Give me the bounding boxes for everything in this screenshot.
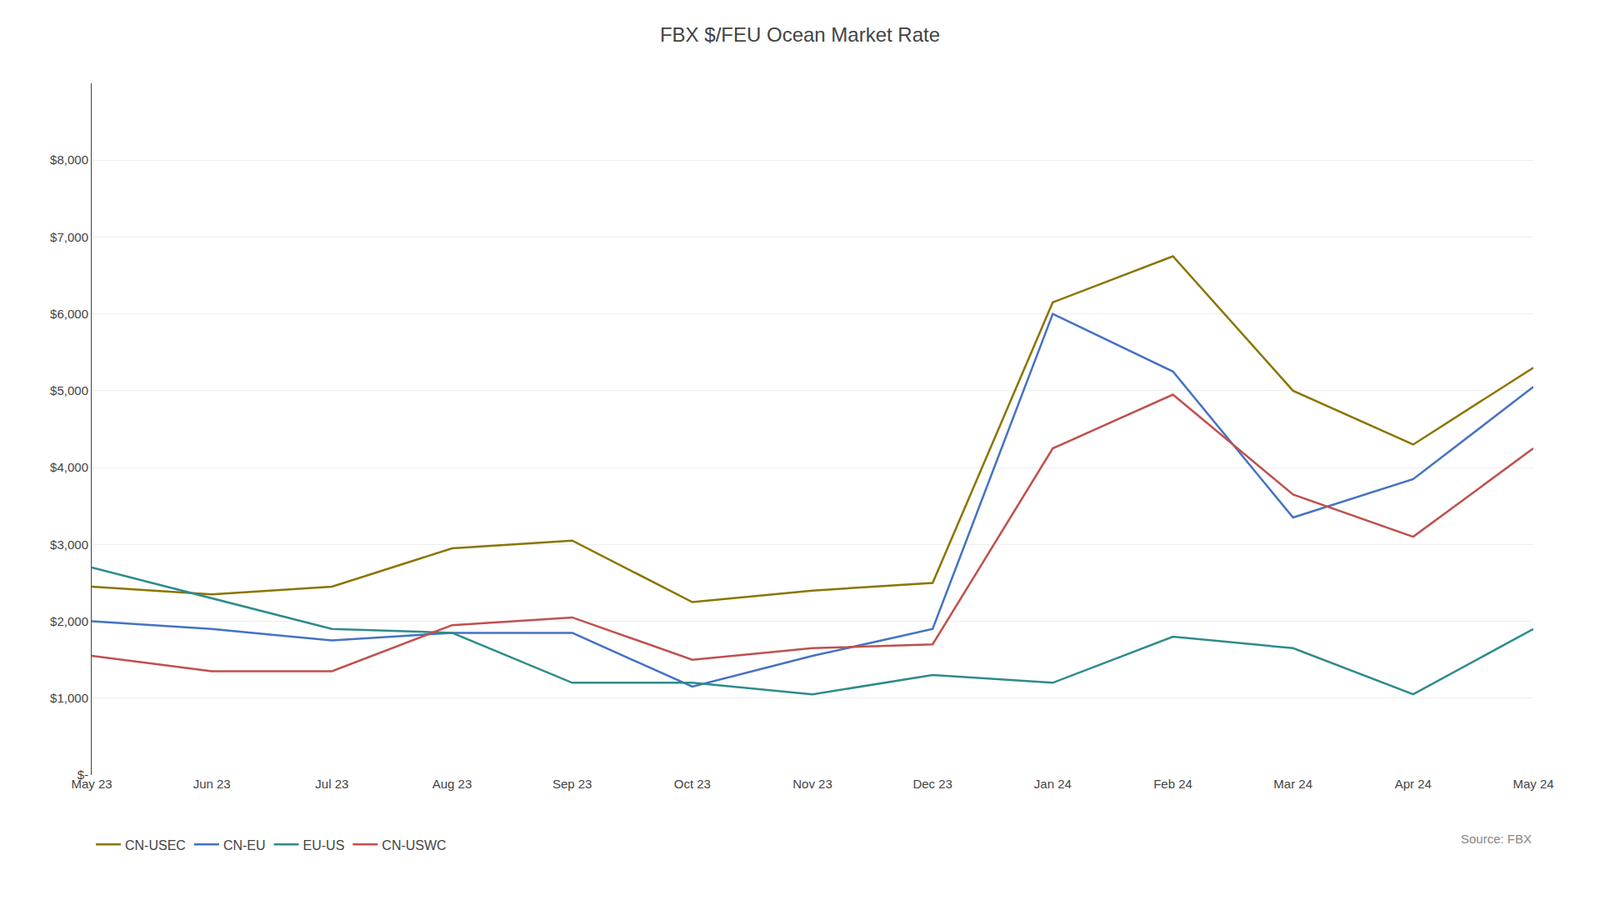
svg-text:$8,000: $8,000 [50,152,89,167]
svg-text:$1,000: $1,000 [50,690,89,705]
svg-text:$5,000: $5,000 [50,383,89,398]
svg-text:Nov 23: Nov 23 [792,776,833,791]
svg-text:Mar 24: Mar 24 [1273,776,1313,791]
svg-text:$7,000: $7,000 [50,230,89,245]
svg-text:$-: $- [77,767,89,782]
svg-text:$4,000: $4,000 [50,460,89,475]
svg-text:May 24: May 24 [1512,776,1554,791]
svg-text:Jun 23: Jun 23 [193,776,231,791]
svg-text:$2,000: $2,000 [50,614,89,629]
svg-text:FBX $/FEU Ocean Market Rate: FBX $/FEU Ocean Market Rate [660,23,940,46]
svg-text:Dec 23: Dec 23 [912,776,953,791]
svg-text:Source: FBX: Source: FBX [1460,831,1532,846]
svg-text:Apr 24: Apr 24 [1395,776,1432,791]
svg-text:Feb 24: Feb 24 [1153,776,1193,791]
svg-text:Aug 23: Aug 23 [432,776,473,791]
svg-text:CN-USEC: CN-USEC [125,838,186,853]
svg-text:$6,000: $6,000 [50,306,89,321]
svg-text:CN-USWC: CN-USWC [381,838,446,853]
svg-text:Oct 23: Oct 23 [674,776,711,791]
svg-text:$3,000: $3,000 [50,537,89,552]
svg-text:Jan 24: Jan 24 [1034,776,1072,791]
svg-text:Sep 23: Sep 23 [552,776,593,791]
svg-text:EU-US: EU-US [303,838,345,853]
svg-text:Jul 23: Jul 23 [315,776,349,791]
svg-text:May 23: May 23 [70,776,112,791]
svg-text:CN-EU: CN-EU [223,838,266,853]
